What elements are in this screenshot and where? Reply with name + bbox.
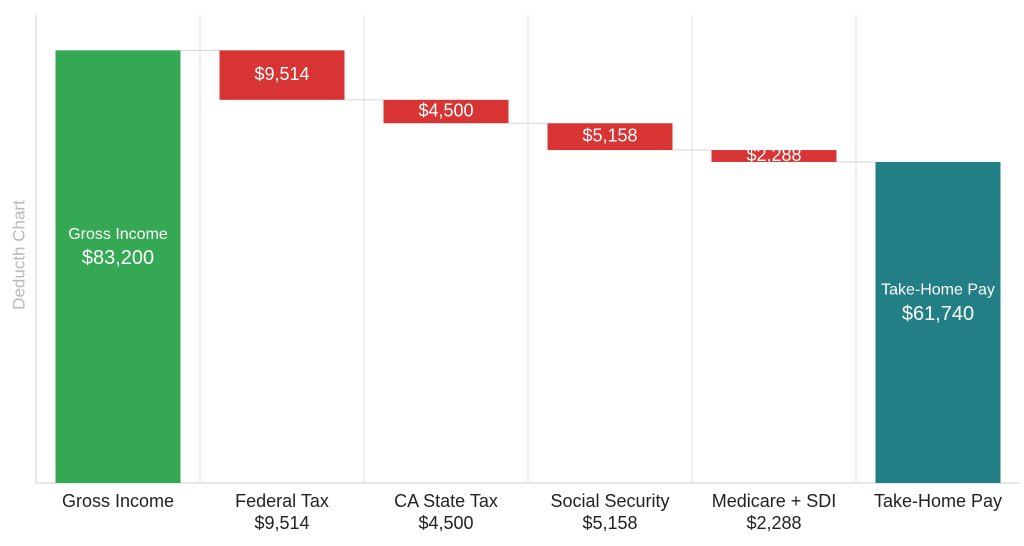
bar-value-label: $61,740 (902, 303, 974, 325)
bar-value-label: $5,158 (582, 125, 637, 145)
x-tick-value: $2,288 (746, 513, 801, 533)
bar (383, 99, 509, 124)
bar-value-label: $83,200 (82, 247, 154, 269)
bar-name-label: Take-Home Pay (881, 282, 995, 299)
bar (875, 161, 1001, 483)
bar (55, 50, 181, 484)
x-tick-label: CA State Tax (394, 491, 498, 511)
x-tick-value: $9,514 (254, 513, 309, 533)
y-axis-label: Deducth Chart (9, 200, 28, 310)
x-tick-value: $5,158 (582, 513, 637, 533)
bar-name-label: Gross Income (68, 226, 168, 243)
bar (219, 50, 345, 100)
bar (547, 123, 673, 151)
x-tick-label: Federal Tax (235, 491, 329, 511)
x-tick-value: $4,500 (418, 513, 473, 533)
bar-value-label: $2,288 (746, 145, 801, 165)
x-tick-label: Social Security (550, 491, 669, 511)
x-tick-label: Gross Income (62, 491, 174, 511)
x-tick-label: Medicare + SDI (712, 491, 837, 511)
bar-value-label: $4,500 (418, 100, 473, 120)
bar (711, 150, 837, 162)
x-tick-label: Take-Home Pay (874, 491, 1002, 511)
bar-value-label: $9,514 (254, 64, 309, 84)
